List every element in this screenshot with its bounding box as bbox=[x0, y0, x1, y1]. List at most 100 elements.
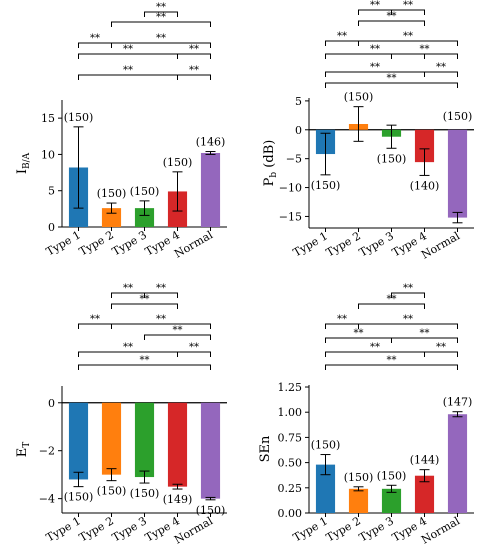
significance-bracket bbox=[391, 9, 425, 15]
significance-bracket bbox=[325, 82, 458, 88]
bar bbox=[68, 402, 89, 480]
significance-marker: ** bbox=[354, 328, 364, 339]
significance-marker: ** bbox=[436, 62, 446, 73]
sample-size-label: (144) bbox=[410, 454, 440, 467]
x-tick-label: Normal bbox=[419, 514, 462, 547]
y-axis-label: SEn bbox=[258, 435, 273, 462]
significance-bracket bbox=[325, 53, 425, 59]
significance-marker: ** bbox=[403, 283, 413, 294]
sample-size-label: (150) bbox=[64, 491, 94, 504]
bar bbox=[447, 414, 468, 513]
y-tick-label: 5 bbox=[48, 185, 55, 198]
significance-marker: ** bbox=[403, 314, 413, 325]
y-tick-label: 0.75 bbox=[278, 431, 303, 444]
significance-marker: ** bbox=[420, 328, 430, 339]
x-tick-label: Normal bbox=[172, 228, 215, 261]
significance-marker: ** bbox=[90, 33, 100, 44]
chart-panel-et: −4 −2 0 ET (150) Type 1 (150) Type 2 (150) Type 3… bbox=[15, 283, 227, 547]
sample-size-label: (150) bbox=[311, 179, 341, 192]
y-tick-label: 10 bbox=[41, 148, 55, 161]
significance-bracket bbox=[358, 40, 458, 46]
significance-bracket bbox=[111, 42, 211, 48]
y-tick-label: −2 bbox=[39, 445, 55, 458]
y-tick-label: 0 bbox=[295, 124, 302, 137]
y-axis-label-subscript: T bbox=[22, 442, 32, 448]
significance-marker: ** bbox=[156, 2, 166, 13]
significance-bracket bbox=[325, 364, 458, 370]
significance-marker: ** bbox=[156, 283, 166, 294]
sample-size-label: (150) bbox=[130, 185, 160, 198]
x-tick-label: Type 2 bbox=[77, 228, 116, 258]
x-tick-label: Type 3 bbox=[110, 514, 149, 544]
significance-marker: ** bbox=[123, 44, 133, 55]
bar bbox=[101, 402, 122, 475]
significance-marker: ** bbox=[387, 73, 397, 84]
sample-size-label: (150) bbox=[377, 469, 407, 482]
x-tick-label: Type 2 bbox=[324, 514, 363, 544]
y-axis-label: IB/A bbox=[15, 152, 32, 174]
x-tick-label: Type 2 bbox=[324, 229, 363, 259]
significance-bracket bbox=[111, 21, 211, 27]
x-tick-label: Type 2 bbox=[77, 514, 116, 544]
significance-bracket bbox=[177, 351, 211, 357]
y-tick-label: −4 bbox=[39, 493, 55, 506]
x-tick-label: Normal bbox=[172, 514, 215, 547]
sample-size-label: (149) bbox=[163, 493, 193, 506]
x-tick-label: Type 1 bbox=[291, 229, 330, 259]
y-tick-label: 0 bbox=[48, 397, 55, 410]
significance-marker: ** bbox=[370, 0, 380, 11]
significance-bracket bbox=[78, 364, 211, 370]
significance-bracket bbox=[177, 74, 211, 80]
sample-size-label: (150) bbox=[344, 471, 374, 484]
x-tick-label: Type 3 bbox=[357, 514, 396, 544]
sample-size-label: (140) bbox=[410, 179, 440, 192]
significance-bracket bbox=[358, 323, 458, 329]
bar bbox=[134, 402, 155, 478]
bar bbox=[200, 152, 221, 227]
bar bbox=[167, 402, 188, 487]
sample-size-label: (150) bbox=[311, 439, 341, 452]
y-tick-label: 0 bbox=[48, 221, 55, 234]
y-axis-label-subscript: B/A bbox=[22, 152, 32, 169]
sample-size-label: (150) bbox=[130, 487, 160, 500]
sample-size-label: (150) bbox=[196, 504, 226, 517]
sample-size-label: (150) bbox=[163, 156, 193, 169]
significance-bracket bbox=[391, 53, 458, 59]
significance-marker: ** bbox=[387, 355, 397, 366]
significance-bracket bbox=[358, 20, 425, 26]
significance-marker: ** bbox=[420, 44, 430, 55]
significance-marker: ** bbox=[123, 283, 133, 294]
significance-marker: ** bbox=[123, 65, 133, 76]
bar bbox=[134, 208, 155, 227]
significance-marker: ** bbox=[370, 342, 380, 353]
y-tick-label: 1.25 bbox=[278, 381, 303, 394]
y-axis-label: ET bbox=[15, 442, 32, 458]
significance-marker: ** bbox=[337, 314, 347, 325]
significance-marker: ** bbox=[156, 12, 166, 23]
sample-size-label: (146) bbox=[196, 136, 226, 149]
significance-bracket bbox=[424, 351, 458, 357]
significance-bracket bbox=[144, 334, 211, 340]
y-tick-label: 0.50 bbox=[278, 457, 303, 470]
significance-marker: ** bbox=[337, 31, 347, 42]
bar bbox=[414, 475, 435, 513]
bar bbox=[348, 488, 369, 513]
significance-marker: ** bbox=[403, 0, 413, 11]
sample-size-label: (150) bbox=[97, 187, 127, 200]
x-tick-label: Type 3 bbox=[357, 229, 396, 259]
sample-size-label: (150) bbox=[64, 111, 94, 124]
y-tick-label: 5 bbox=[295, 95, 302, 108]
y-tick-label: 15 bbox=[41, 112, 55, 125]
sample-size-label: (150) bbox=[344, 91, 374, 104]
significance-marker: ** bbox=[189, 65, 199, 76]
y-tick-label: 0.00 bbox=[278, 507, 303, 520]
significance-bracket bbox=[111, 323, 211, 329]
significance-marker: ** bbox=[403, 31, 413, 42]
significance-bracket bbox=[177, 53, 211, 59]
y-axis-label: Pb (dB) bbox=[262, 140, 279, 187]
y-axis-label-suffix: (dB) bbox=[262, 140, 277, 172]
y-tick-label: −15 bbox=[279, 210, 302, 223]
